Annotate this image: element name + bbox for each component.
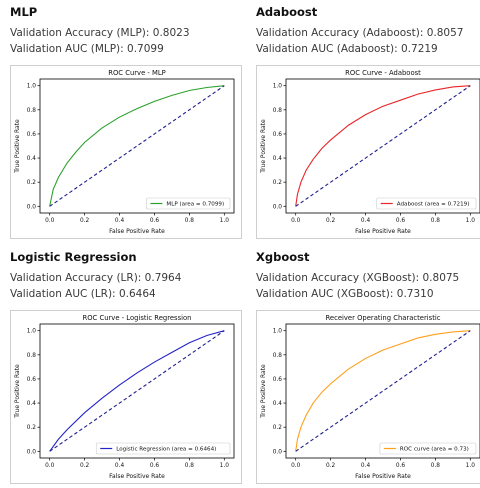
x-axis-label: False Positive Rate [355,228,411,235]
x-tick-label: 0.4 [115,463,125,469]
x-tick-label: 0.2 [80,463,90,469]
x-tick-label: 0.2 [80,218,90,224]
y-tick-label: 1.0 [273,329,283,335]
figure-frame [11,311,242,484]
y-tick-label: 0.8 [273,353,283,359]
x-tick-label: 1.0 [466,463,476,469]
x-tick-label: 0.2 [326,463,336,469]
y-tick-label: 0.6 [27,377,37,383]
x-tick-label: 1.0 [220,463,230,469]
y-axis-label: True Positive Rate [260,119,267,174]
y-tick-label: 0.6 [273,377,283,383]
validation-auc: Validation AUC (MLP): 0.7099 [10,43,164,55]
x-tick-label: 0.6 [150,463,160,469]
roc-chart-svg: ROC Curve - Logistic Regression 0.0 0.2 0.4… [10,310,242,484]
roc-plot-mlp: ROC Curve - MLP 0.0 0.2 0.4 0.6 0.8 1.0 0.0 0.2 0… [10,65,242,239]
x-tick-label: 0.8 [185,463,195,469]
x-tick-label: 1.0 [466,218,476,224]
y-tick-label: 0.6 [27,132,37,138]
figure-frame [257,311,480,484]
roc-plot-logistic-regression: ROC Curve - Logistic Regression 0.0 0.2 0.4… [10,310,242,484]
panel-title: Adaboost [256,5,317,19]
chart-title: ROC Curve - Adaboost [345,69,421,77]
x-axis-label: False Positive Rate [355,473,411,480]
y-tick-label: 0.4 [27,156,37,162]
roc-plot-adaboost: ROC Curve - Adaboost 0.0 0.2 0.4 0.6 0.8 1.0 0.… [256,65,480,239]
y-tick-label: 0.2 [27,180,37,186]
y-tick-label: 0.2 [273,425,283,431]
x-tick-label: 0.0 [291,463,301,469]
x-tick-label: 0.6 [396,463,406,469]
validation-auc: Validation AUC (LR): 0.6464 [10,288,156,300]
y-tick-label: 1.0 [273,84,283,90]
y-tick-label: 0.8 [27,108,37,114]
x-tick-label: 0.4 [361,218,371,224]
y-tick-label: 0.2 [273,180,283,186]
y-tick-label: 0.0 [273,449,283,455]
x-tick-label: 0.0 [45,218,55,224]
panel-title: MLP [10,5,37,19]
panel-mlp: MLP Validation Accuracy (MLP): 0.8023 Va… [10,5,242,241]
x-tick-label: 0.8 [431,463,441,469]
x-tick-label: 0.2 [326,218,336,224]
roc-chart-svg: Receiver Operating Characteristic 0.0 0.2 0… [256,310,480,484]
x-tick-label: 1.0 [220,218,230,224]
y-tick-label: 0.4 [27,401,37,407]
x-tick-label: 0.4 [115,218,125,224]
panel-title: Logistic Regression [10,250,137,264]
chart-title: Receiver Operating Characteristic [326,314,441,322]
panel-adaboost: Adaboost Validation Accuracy (Adaboost):… [256,5,480,241]
validation-auc: Validation AUC (XGBoost): 0.7310 [256,288,434,300]
figure-frame [257,66,480,239]
panel-logistic-regression: Logistic Regression Validation Accuracy … [10,250,242,486]
panel-title: Xgboost [256,250,309,264]
validation-auc: Validation AUC (Adaboost): 0.7219 [256,43,438,55]
legend-label: ROC curve (area = 0.73) [400,447,469,453]
x-axis-label: False Positive Rate [109,473,165,480]
figure-frame [11,66,242,239]
validation-accuracy: Validation Accuracy (LR): 0.7964 [10,272,181,284]
x-tick-label: 0.0 [291,218,301,224]
y-tick-label: 0.0 [273,204,283,210]
y-tick-label: 1.0 [27,329,37,335]
y-axis-label: True Positive Rate [14,364,21,419]
y-tick-label: 0.4 [273,156,283,162]
panel-xgboost: Xgboost Validation Accuracy (XGBoost): 0… [256,250,480,486]
chart-title: ROC Curve - Logistic Regression [82,314,191,322]
x-tick-label: 0.8 [431,218,441,224]
legend-label: Logistic Regression (area = 0.6464) [116,447,216,453]
y-tick-label: 0.0 [27,449,37,455]
legend-label: Adaboost (area = 0.7219) [397,202,470,208]
x-tick-label: 0.4 [361,463,371,469]
y-axis-label: True Positive Rate [14,119,21,174]
x-tick-label: 0.6 [150,218,160,224]
legend-label: MLP (area = 0.7099) [166,202,224,208]
roc-chart-svg: ROC Curve - MLP 0.0 0.2 0.4 0.6 0.8 1.0 0.0 0.2 0… [10,65,242,239]
y-tick-label: 0.0 [27,204,37,210]
x-tick-label: 0.6 [396,218,406,224]
validation-accuracy: Validation Accuracy (MLP): 0.8023 [10,27,190,39]
y-tick-label: 0.8 [27,353,37,359]
y-tick-label: 0.4 [273,401,283,407]
y-tick-label: 1.0 [27,84,37,90]
y-tick-label: 0.8 [273,108,283,114]
x-tick-label: 0.8 [185,218,195,224]
roc-plot-xgboost: Receiver Operating Characteristic 0.0 0.2 0… [256,310,480,484]
x-tick-label: 0.0 [45,463,55,469]
chart-title: ROC Curve - MLP [108,69,166,77]
validation-accuracy: Validation Accuracy (Adaboost): 0.8057 [256,27,463,39]
validation-accuracy: Validation Accuracy (XGBoost): 0.8075 [256,272,459,284]
roc-chart-svg: ROC Curve - Adaboost 0.0 0.2 0.4 0.6 0.8 1.0 0.… [256,65,480,239]
x-axis-label: False Positive Rate [109,228,165,235]
y-tick-label: 0.6 [273,132,283,138]
y-tick-label: 0.2 [27,425,37,431]
y-axis-label: True Positive Rate [260,364,267,419]
